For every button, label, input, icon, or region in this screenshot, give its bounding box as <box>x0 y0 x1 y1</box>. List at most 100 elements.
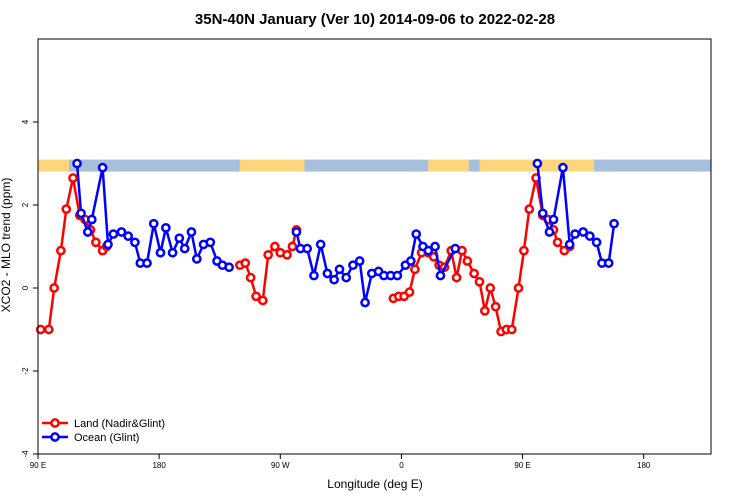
data-point <box>155 247 166 258</box>
bar-segment-ocean <box>68 159 240 172</box>
data-point <box>405 256 416 266</box>
data-point <box>123 231 134 241</box>
x-axis-label: Longitude (deg E) <box>327 477 422 491</box>
data-point <box>532 158 543 169</box>
y-axis: -4 -2 0 2 4 <box>21 119 38 458</box>
data-point <box>524 204 535 214</box>
data-point <box>430 241 440 252</box>
data-point <box>257 295 268 306</box>
data-point <box>68 173 78 183</box>
data-point <box>411 229 422 239</box>
data-point <box>537 208 548 219</box>
data-point <box>97 162 108 173</box>
data-point <box>103 239 113 250</box>
data-point <box>309 270 319 281</box>
data-point <box>263 249 274 260</box>
data-point <box>392 270 403 281</box>
data-point <box>462 256 473 266</box>
data-point <box>49 283 60 293</box>
data-point <box>315 239 326 250</box>
data-point <box>334 264 345 275</box>
plot-frame <box>37 38 712 455</box>
data-point <box>72 158 82 169</box>
data-point <box>282 249 292 260</box>
data-point <box>76 208 86 219</box>
bar-segment-land <box>38 159 69 172</box>
x-tick-label: 0 <box>399 461 404 470</box>
data-point <box>341 272 352 283</box>
data-point <box>435 270 446 281</box>
land-ocean-bar <box>38 159 711 172</box>
series-layer <box>35 158 619 337</box>
data-point <box>142 258 152 268</box>
data-point <box>108 229 119 239</box>
data-point <box>130 237 140 248</box>
data-point <box>404 287 415 297</box>
data-point <box>578 227 588 237</box>
data-point <box>410 264 420 275</box>
y-tick-label: 0 <box>21 285 30 290</box>
data-point <box>179 243 190 254</box>
data-point <box>354 256 365 266</box>
data-point <box>544 227 555 237</box>
data-point <box>548 214 559 225</box>
data-point <box>558 162 568 173</box>
data-point <box>302 243 313 254</box>
bar-segment-land <box>239 159 305 172</box>
data-point <box>506 324 517 335</box>
data-point <box>245 272 256 283</box>
y-tick-label: 4 <box>21 119 30 124</box>
data-point <box>205 237 216 248</box>
y-tick-label: -2 <box>21 367 30 375</box>
data-point <box>348 260 358 271</box>
data-point <box>360 297 370 308</box>
series-ocean <box>72 158 619 308</box>
data-point <box>564 239 575 250</box>
data-point <box>450 243 461 254</box>
data-point <box>224 262 234 273</box>
x-tick-label: 180 <box>637 461 651 470</box>
data-point <box>86 214 97 225</box>
data-point <box>603 258 614 268</box>
data-point <box>322 268 333 279</box>
data-point <box>609 218 619 229</box>
y-tick-label: -4 <box>21 450 30 458</box>
data-point <box>329 274 339 285</box>
data-point <box>191 254 202 264</box>
legend: Land (Nadir&Glint) Ocean (Glint) <box>42 418 165 444</box>
y-tick-label: 2 <box>21 202 30 207</box>
legend-label: Land (Nadir&Glint) <box>74 418 165 430</box>
data-point <box>585 231 595 241</box>
y-axis-label: XCO2 - MLO trend (ppm) <box>0 178 13 313</box>
data-point <box>82 227 93 237</box>
data-point <box>186 227 197 237</box>
data-point <box>474 276 485 287</box>
data-point <box>591 237 602 248</box>
data-point <box>485 283 496 293</box>
data-point <box>513 283 524 293</box>
data-point <box>287 241 298 252</box>
bar-segment-land <box>428 159 469 172</box>
x-tick-label: 180 <box>152 461 166 470</box>
data-point <box>469 268 479 279</box>
data-point <box>480 305 490 316</box>
data-point <box>161 222 171 233</box>
bar-segment-ocean <box>593 159 711 172</box>
x-tick-label: 90 E <box>514 461 530 470</box>
legend-label: Ocean (Glint) <box>74 432 139 444</box>
legend-marker <box>50 432 60 442</box>
x-tick-label: 90 W <box>271 461 290 470</box>
chart-title: 35N-40N January (Ver 10) 2014-09-06 to 2… <box>195 11 555 28</box>
data-point <box>148 218 159 229</box>
bar-segment-ocean <box>304 159 429 172</box>
data-point <box>270 241 280 252</box>
data-point <box>167 247 178 258</box>
series-line <box>536 163 616 265</box>
x-axis: 90 E 180 90 W 0 90 E 180 <box>30 454 651 470</box>
data-point <box>240 258 251 268</box>
data-point <box>519 245 529 256</box>
data-point <box>490 301 501 312</box>
data-point <box>423 245 434 256</box>
data-point <box>552 237 563 248</box>
